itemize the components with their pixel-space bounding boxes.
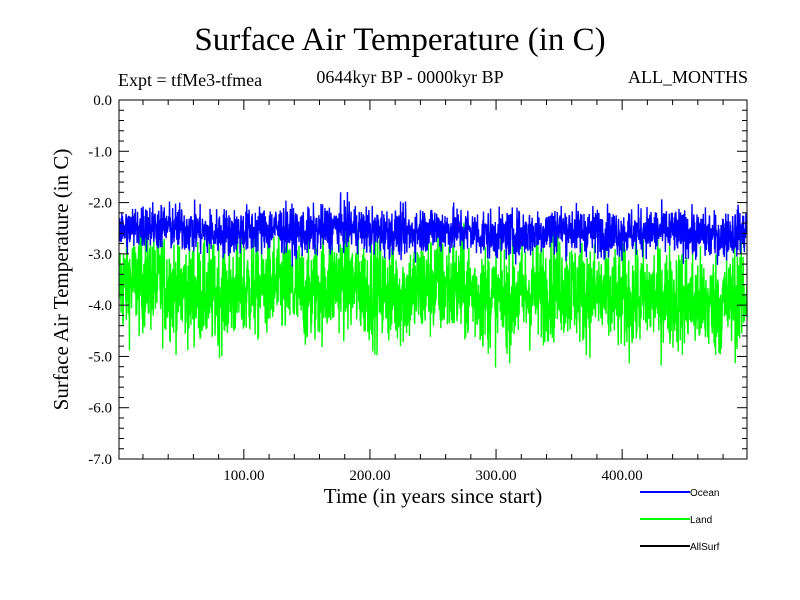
chart-title: Surface Air Temperature (in C) [194, 22, 606, 58]
legend: Ocean Land AllSurf [640, 488, 720, 553]
y-tick-label: -1.0 [88, 144, 112, 160]
y-tick-label: -2.0 [88, 196, 112, 212]
plot-series-group [118, 192, 748, 368]
legend-label-ocean: Ocean [690, 488, 719, 499]
series-line-ocean [118, 192, 748, 267]
y-tick-label: -6.0 [88, 401, 112, 417]
y-tick-label: -3.0 [88, 247, 112, 263]
y-tick-label: -5.0 [88, 349, 112, 365]
series-line-land [118, 222, 748, 368]
period-label: 0644kyr BP - 0000kyr BP [316, 67, 504, 87]
experiment-label: Expt = tfMe3-tfmea [118, 70, 263, 90]
x-tick-label: 200.00 [349, 468, 390, 484]
y-tick-label: -7.0 [88, 452, 112, 468]
y-tick-label: 0.0 [93, 93, 112, 109]
legend-label-allsurf: AllSurf [690, 542, 720, 553]
x-tick-label: 100.00 [223, 468, 264, 484]
y-tick-label: -4.0 [88, 298, 112, 314]
y-axis-title: Surface Air Temperature (in C) [49, 149, 73, 411]
x-tick-label: 300.00 [475, 468, 516, 484]
plot-frame [118, 99, 748, 460]
x-axis-title: Time (in years since start) [324, 484, 543, 508]
tick-group: 100.00 200.00 300.00 400.00 0.0 -1.0 -2.0 -3.0 -… [88, 93, 747, 484]
legend-label-land: Land [690, 515, 712, 526]
months-label: ALL_MONTHS [628, 67, 748, 87]
x-tick-label: 400.00 [602, 468, 643, 484]
